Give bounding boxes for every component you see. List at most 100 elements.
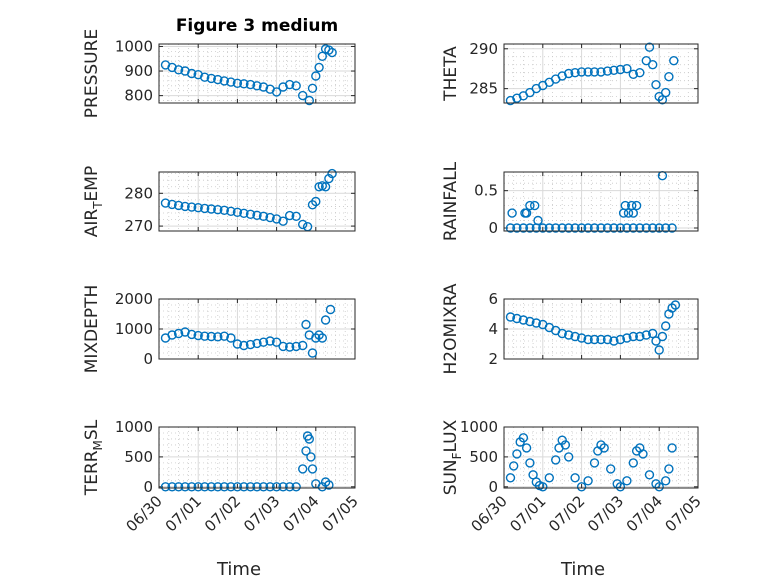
data-point <box>564 223 574 233</box>
data-point <box>602 66 613 76</box>
data-point <box>654 482 664 492</box>
data-point <box>186 202 197 212</box>
data-point <box>239 482 249 492</box>
data-point <box>213 204 223 215</box>
data-point <box>291 482 301 492</box>
data-point <box>599 443 609 453</box>
ytick-label: 1000 <box>115 320 153 338</box>
data-point <box>589 223 600 233</box>
data-point <box>622 223 632 233</box>
axes-frame <box>158 171 356 232</box>
data-point <box>327 47 337 58</box>
data-point <box>301 446 311 456</box>
data-point <box>327 168 337 179</box>
ylabel-sun_flux: SUNFLUX <box>441 419 464 495</box>
data-point <box>226 206 236 217</box>
data-point <box>628 208 638 218</box>
data-point <box>635 331 645 342</box>
data-point <box>285 210 295 221</box>
data-point <box>583 476 593 486</box>
data-point <box>160 482 171 492</box>
xtick-label: 07/03 <box>584 492 627 535</box>
data-point <box>265 336 275 346</box>
data-point <box>570 331 580 342</box>
data-point <box>245 79 256 90</box>
data-point <box>219 205 230 216</box>
data-point <box>525 316 535 327</box>
data-point <box>620 200 630 211</box>
data-point <box>219 331 230 341</box>
data-point <box>199 72 210 82</box>
data-point <box>615 482 626 492</box>
data-point <box>576 223 587 233</box>
ylabel-rainfall: RAINFALL <box>441 161 461 241</box>
scatter-series-terr_msl <box>160 431 334 492</box>
data-point <box>226 482 236 492</box>
data-point <box>304 434 314 444</box>
data-point <box>525 458 535 468</box>
ylabel-mixdepth: MIXDEPTH <box>82 285 102 374</box>
ylabel-pressure: PRESSURE <box>82 29 102 118</box>
data-point <box>314 62 324 73</box>
data-point <box>576 333 587 343</box>
data-point <box>596 334 606 345</box>
data-point <box>180 201 190 212</box>
data-point <box>654 223 664 233</box>
data-point <box>518 223 529 233</box>
data-point <box>521 443 532 453</box>
scatter-series-rainfall <box>505 170 677 233</box>
data-point <box>278 216 288 226</box>
ytick-label: 1000 <box>115 418 153 436</box>
panel-air_temp: 270 280 AIRTEMP <box>82 166 356 237</box>
data-point <box>664 464 674 474</box>
data-point <box>285 482 295 492</box>
ytick-label: 0.5 <box>474 182 498 200</box>
ytick-label: 4 <box>488 320 498 338</box>
ytick-label: 500 <box>469 448 498 466</box>
scatter-series-pressure <box>160 44 337 106</box>
data-point <box>507 208 517 218</box>
data-point <box>213 482 223 492</box>
data-point <box>206 73 217 84</box>
xtick-label: 07/03 <box>240 492 283 535</box>
data-point <box>644 42 655 52</box>
data-point <box>551 455 561 465</box>
data-point <box>589 334 600 345</box>
data-point <box>317 333 327 343</box>
data-point <box>291 341 301 352</box>
data-point <box>324 480 334 490</box>
data-point <box>219 482 230 492</box>
data-point <box>199 203 210 214</box>
xlabel-sun_flux: Time <box>560 559 605 580</box>
scatter-series-mixdepth <box>160 304 336 358</box>
data-point <box>670 300 681 310</box>
data-point <box>564 68 574 79</box>
data-point <box>602 334 613 345</box>
data-point <box>173 65 184 75</box>
data-point <box>320 182 331 192</box>
data-point <box>570 473 580 483</box>
ytick-label: 900 <box>124 62 153 80</box>
data-point <box>311 71 321 81</box>
data-point <box>311 196 321 207</box>
data-point <box>226 77 236 87</box>
data-point <box>635 67 645 78</box>
data-point <box>173 328 184 339</box>
data-point <box>609 336 619 346</box>
data-point <box>648 59 658 70</box>
data-point <box>245 209 256 220</box>
data-point <box>648 328 658 339</box>
data-point <box>193 482 203 492</box>
data-point <box>298 219 308 230</box>
ylabel-terr_msl: TERRMSL <box>82 419 105 496</box>
data-point <box>245 339 256 350</box>
data-point <box>186 68 197 79</box>
data-point <box>635 223 645 233</box>
scatter-series-air_temp <box>160 168 337 232</box>
data-point <box>512 449 522 459</box>
data-point <box>606 464 616 474</box>
data-point <box>306 452 316 462</box>
